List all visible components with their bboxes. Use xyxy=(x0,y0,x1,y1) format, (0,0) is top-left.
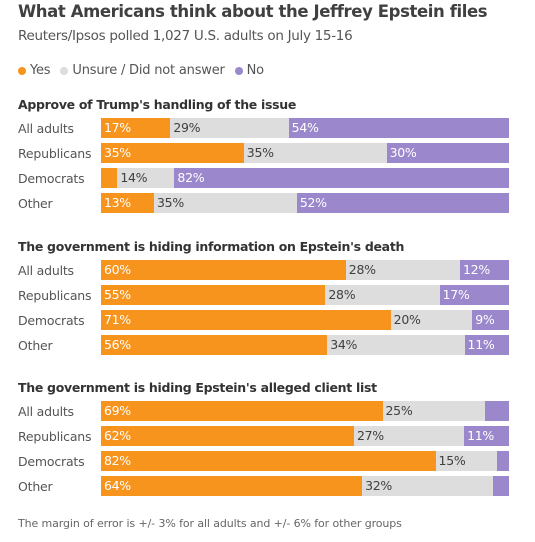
yes-segment: 69% xyxy=(101,401,383,421)
legend: Yes Unsure / Did not answer No xyxy=(18,63,264,78)
unsure-segment: 25% xyxy=(382,401,485,421)
stacked-bar: 56% 34% 11% xyxy=(101,335,509,355)
row-label: Other xyxy=(18,338,53,353)
unsure-segment: 35% xyxy=(243,143,387,163)
yes-segment: 71% xyxy=(101,310,391,330)
unsure-segment: 32% xyxy=(362,476,493,496)
stacked-bar: 60% 28% 12% xyxy=(101,260,509,280)
yes-segment: 62% xyxy=(101,426,354,446)
row-label: Republicans xyxy=(18,288,92,303)
row-label: Other xyxy=(18,196,53,211)
legend-item-yes: Yes xyxy=(18,63,51,78)
legend-label-unsure: Unsure / Did not answer xyxy=(72,63,225,78)
legend-item-no: No xyxy=(234,63,264,78)
no-segment: 17% xyxy=(439,285,509,305)
yes-segment: 55% xyxy=(101,285,326,305)
row-label: All adults xyxy=(18,404,74,419)
stacked-bar: 13% 35% 52% xyxy=(101,193,509,213)
yes-segment: 82% xyxy=(101,451,436,471)
panel-title: Approve of Trump's handling of the issue xyxy=(18,97,297,112)
yes-segment: 64% xyxy=(101,476,363,496)
stacked-bar: 14% 82% xyxy=(101,168,509,188)
row-label: All adults xyxy=(18,121,74,136)
unsure-segment: 29% xyxy=(170,118,289,138)
row-label: Democrats xyxy=(18,313,85,328)
legend-item-unsure: Unsure / Did not answer xyxy=(60,63,225,78)
stacked-bar: 69% 25% xyxy=(101,401,509,421)
stacked-bar: 35% 35% 30% xyxy=(101,143,509,163)
unsure-segment: 14% xyxy=(117,168,175,188)
footnote: The margin of error is +/- 3% for all ad… xyxy=(18,517,402,530)
stacked-bar: 82% 15% xyxy=(101,451,509,471)
row-label: Democrats xyxy=(18,454,85,469)
no-segment: 30% xyxy=(386,143,509,163)
legend-label-yes: Yes xyxy=(30,63,51,78)
yes-segment: 17% xyxy=(101,118,171,138)
chart-title: What Americans think about the Jeffrey E… xyxy=(18,2,488,21)
unsure-segment: 28% xyxy=(325,285,440,305)
no-segment: 82% xyxy=(174,168,509,188)
chart-subtitle: Reuters/Ipsos polled 1,027 U.S. adults o… xyxy=(18,28,353,44)
unsure-segment: 35% xyxy=(154,193,297,213)
panel-title: The government is hiding information on … xyxy=(18,239,405,254)
yes-segment: 56% xyxy=(101,335,328,355)
unsure-segment: 34% xyxy=(327,335,465,355)
legend-swatch-unsure xyxy=(60,66,69,75)
unsure-segment: 28% xyxy=(345,260,461,280)
no-segment: 9% xyxy=(472,310,509,330)
yes-segment xyxy=(101,168,118,188)
unsure-segment: 27% xyxy=(353,426,465,446)
unsure-segment: 20% xyxy=(390,310,473,330)
no-segment: 54% xyxy=(288,118,509,138)
stacked-bar: 64% 32% xyxy=(101,476,509,496)
legend-label-no: No xyxy=(246,63,264,78)
yes-segment: 60% xyxy=(101,260,346,280)
stacked-bar: 17% 29% 54% xyxy=(101,118,509,138)
row-label: Other xyxy=(18,479,53,494)
row-label: All adults xyxy=(18,263,74,278)
no-segment: 11% xyxy=(464,426,509,446)
stacked-bar: 55% 28% 17% xyxy=(101,285,509,305)
row-label: Republicans xyxy=(18,429,92,444)
no-segment: 12% xyxy=(460,260,509,280)
legend-swatch-yes xyxy=(18,66,26,75)
no-segment: 11% xyxy=(464,335,509,355)
stacked-bar: 62% 27% 11% xyxy=(101,426,509,446)
row-label: Republicans xyxy=(18,146,92,161)
yes-segment: 35% xyxy=(101,143,244,163)
yes-segment: 13% xyxy=(101,193,155,213)
stacked-bar: 71% 20% 9% xyxy=(101,310,509,330)
row-label: Democrats xyxy=(18,171,85,186)
panel-title: The government is hiding Epstein's alleg… xyxy=(18,380,377,395)
no-segment: 52% xyxy=(296,193,509,213)
no-segment xyxy=(484,401,509,421)
no-segment xyxy=(496,451,509,471)
no-segment xyxy=(492,476,509,496)
legend-swatch-no xyxy=(234,66,243,75)
unsure-segment: 15% xyxy=(435,451,497,471)
